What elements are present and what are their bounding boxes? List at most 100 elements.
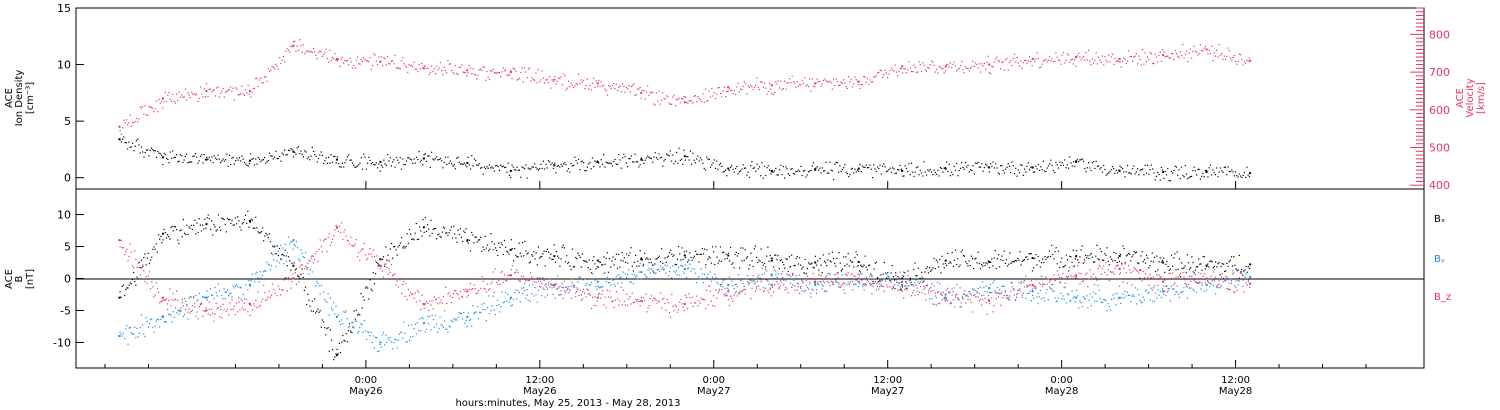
scatter-dot xyxy=(155,156,158,158)
scatter-dot xyxy=(238,301,240,303)
scatter-dot xyxy=(977,67,979,69)
scatter-dot xyxy=(232,308,234,310)
scatter-dot xyxy=(1035,165,1037,167)
scatter-dot xyxy=(453,293,455,295)
scatter-dot xyxy=(579,256,581,258)
scatter-dot xyxy=(823,281,826,284)
scatter-dot xyxy=(809,283,811,285)
scatter-dot xyxy=(289,260,291,262)
scatter-dot xyxy=(1128,50,1130,52)
scatter-dot xyxy=(1034,287,1036,289)
data-point xyxy=(509,169,512,172)
scatter-dot xyxy=(578,294,580,297)
scatter-dot xyxy=(770,295,772,297)
scatter-dot xyxy=(406,341,408,343)
scatter-dot xyxy=(547,251,550,253)
scatter-dot xyxy=(700,253,702,255)
scatter-dot xyxy=(132,121,134,124)
scatter-dot xyxy=(939,258,941,261)
scatter-dot xyxy=(294,40,296,42)
scatter-dot xyxy=(904,68,906,70)
scatter-dot xyxy=(186,99,188,101)
scatter-dot xyxy=(1144,262,1147,264)
scatter-dot xyxy=(641,259,644,261)
scatter-dot xyxy=(1074,301,1077,303)
scatter-dot xyxy=(1129,253,1131,255)
scatter-dot xyxy=(1010,290,1012,292)
scatter-dot xyxy=(990,163,992,165)
scatter-dot xyxy=(1035,286,1037,288)
scatter-dot xyxy=(565,89,567,91)
scatter-dot xyxy=(739,293,741,295)
scatter-dot xyxy=(1221,52,1223,55)
scatter-dot xyxy=(581,290,584,293)
scatter-dot xyxy=(198,160,200,162)
scatter-dot xyxy=(197,318,199,320)
scatter-dot xyxy=(1057,250,1060,252)
scatter-dot xyxy=(354,318,356,320)
scatter-dot xyxy=(354,243,356,245)
scatter-dot xyxy=(949,175,952,177)
data-point xyxy=(1162,54,1165,57)
scatter-dot xyxy=(361,60,364,63)
scatter-dot xyxy=(230,292,232,294)
scatter-dot xyxy=(268,233,270,235)
scatter-dot xyxy=(905,167,908,170)
scatter-dot xyxy=(325,238,327,240)
scatter-dot xyxy=(147,275,149,277)
scatter-dot xyxy=(341,341,343,343)
scatter-dot xyxy=(933,64,935,66)
scatter-dot xyxy=(1178,274,1181,276)
scatter-dot xyxy=(170,314,172,317)
scatter-dot xyxy=(1031,65,1033,67)
scatter-dot xyxy=(682,163,684,165)
scatter-dot xyxy=(522,167,524,169)
scatter-dot xyxy=(1245,266,1247,268)
scatter-dot xyxy=(266,80,268,82)
scatter-dot xyxy=(801,174,803,177)
scatter-dot xyxy=(1052,290,1054,292)
scatter-dot xyxy=(131,333,134,335)
scatter-dot xyxy=(1156,274,1158,276)
scatter-dot xyxy=(507,294,509,296)
scatter-dot xyxy=(1109,61,1111,63)
scatter-dot xyxy=(874,76,876,78)
scatter-dot xyxy=(121,138,124,140)
scatter-dot xyxy=(423,307,425,310)
scatter-dot xyxy=(681,97,683,99)
scatter-dot xyxy=(760,81,762,83)
scatter-dot xyxy=(951,67,953,69)
scatter-dot xyxy=(446,72,448,74)
scatter-dot xyxy=(913,289,915,291)
scatter-dot xyxy=(698,300,700,302)
scatter-dot xyxy=(1152,287,1155,289)
scatter-dot xyxy=(134,145,136,147)
scatter-dot xyxy=(1172,288,1174,290)
scatter-dot xyxy=(720,283,723,286)
scatter-dot xyxy=(1222,58,1224,60)
scatter-dot xyxy=(1035,254,1037,256)
scatter-dot xyxy=(561,282,563,284)
scatter-dot xyxy=(155,100,158,102)
scatter-dot xyxy=(1194,269,1196,271)
scatter-dot xyxy=(160,318,162,320)
scatter-dot xyxy=(774,284,776,286)
scatter-dot xyxy=(893,70,895,72)
scatter-dot xyxy=(173,299,175,301)
scatter-dot xyxy=(364,254,367,256)
scatter-dot xyxy=(964,293,966,295)
scatter-dot xyxy=(296,274,299,276)
scatter-dot xyxy=(691,163,693,165)
scatter-dot xyxy=(1037,292,1039,294)
scatter-dot xyxy=(499,283,501,286)
scatter-dot xyxy=(1186,286,1188,288)
scatter-dot xyxy=(780,259,783,261)
scatter-dot xyxy=(122,247,125,249)
scatter-dot xyxy=(1048,286,1051,288)
scatter-dot xyxy=(1182,174,1184,177)
scatter-dot xyxy=(505,69,507,71)
scatter-dot xyxy=(949,62,952,64)
scatter-dot xyxy=(390,60,393,62)
scatter-dot xyxy=(482,309,484,311)
scatter-dot xyxy=(1070,59,1072,61)
